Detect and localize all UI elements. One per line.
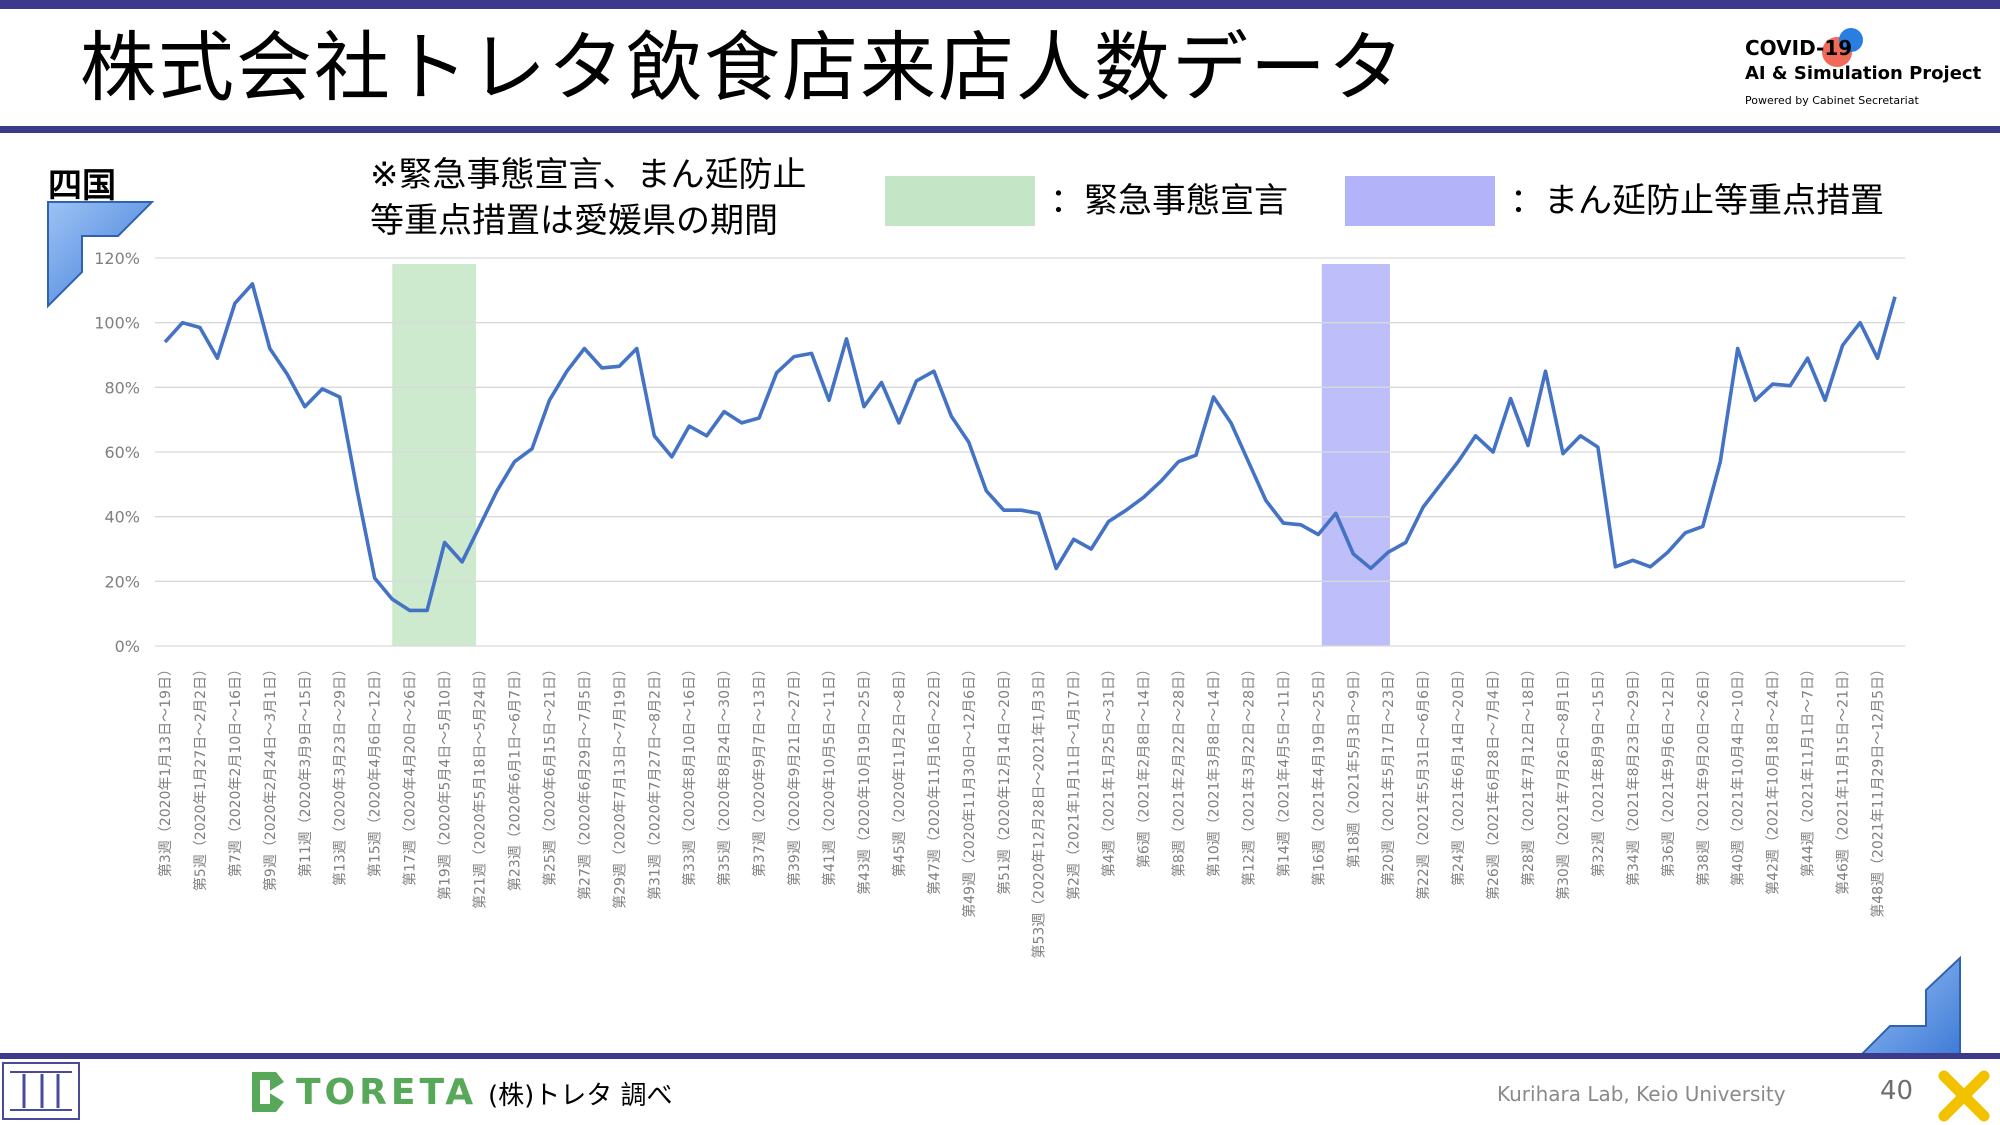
cross-logo-icon: [1938, 1070, 1990, 1122]
x-tick-label: 第53週（2020年12月28日～2021年1月3日）: [1031, 662, 1048, 959]
x-tick-label: 第48週（2021年11月29日～12月5日）: [1870, 662, 1887, 918]
x-tick-label: 第17週（2020年4月20日～26日）: [402, 662, 419, 886]
region-label: 四国: [48, 166, 116, 206]
x-tick-label: 第33週（2020年8月10日～16日）: [681, 662, 698, 886]
x-tick-label: 第21週（2020年5月18日～5月24日）: [472, 662, 489, 909]
x-tick-label: 第45週（2020年11月2日～8日）: [891, 662, 908, 877]
x-tick-label: 第24週（2021年6月14日～20日）: [1450, 662, 1467, 886]
x-tick-label: 第29週（2020年7月13日～7月19日）: [611, 662, 628, 909]
visitor-line-chart: 0% 20% 40% 60% 80% 100% 120% 第3週（2020年1月13日～19…: [94, 249, 1905, 959]
logo-line2: AI & Simulation Project: [1745, 63, 1982, 84]
x-tick-label: 第4週（2021年1月25日～31日）: [1101, 662, 1118, 877]
x-tick-label: 第32週（2021年8月9日～15日）: [1590, 662, 1607, 877]
x-tick-label: 第47週（2020年11月16日～22日）: [926, 662, 943, 895]
x-tick-label: 第41週（2020年10月5日～11日）: [821, 662, 838, 886]
x-tick-label: 第13週（2020年3月23日～29日）: [332, 662, 349, 886]
y-tick-label: 40%: [104, 508, 140, 527]
top-border: [0, 0, 2000, 9]
lab-credit: Kurihara Lab, Keio University: [1497, 1082, 1786, 1106]
x-tick-label: 第25週（2020年6月15日～21日）: [541, 662, 558, 886]
shaded-period-1: [1321, 264, 1390, 646]
x-tick-label: 第22週（2021年5月31日～6月6日）: [1415, 662, 1432, 900]
x-tick-label: 第10週（2021年3月8日～14日）: [1205, 662, 1222, 877]
logo-line1: COVID-19: [1745, 36, 1853, 60]
x-tick-label: 第40週（2021年10月4日～10日）: [1730, 662, 1747, 886]
x-tick-label: 第46週（2021年11月15日～21日）: [1835, 662, 1852, 895]
x-tick-label: 第15週（2020年4月6日～12日）: [367, 662, 384, 877]
y-tick-label: 20%: [104, 572, 140, 591]
x-tick-label: 第28週（2021年7月12日～18日）: [1520, 662, 1537, 886]
y-tick-label: 100%: [94, 314, 140, 333]
x-tick-label: 第31週（2020年7月27日～8月2日）: [646, 662, 663, 900]
y-tick-label: 80%: [104, 378, 140, 397]
x-tick-label: 第8週（2021年2月22日～28日）: [1171, 662, 1188, 877]
x-tick-label: 第43週（2020年10月19日～25日）: [856, 662, 873, 895]
x-tick-label: 第36週（2021年9月6日～12日）: [1660, 662, 1677, 877]
x-tick-label: 第34週（2021年8月23日～29日）: [1625, 662, 1642, 886]
toreta-logo-icon: [252, 1072, 284, 1112]
data-source: (株)トレタ 調べ: [488, 1081, 673, 1111]
x-tick-label: 第23週（2020年6月1日～6月7日）: [506, 662, 523, 891]
period-note: ※緊急事態宣言、まん延防止 等重点措置は愛媛県の期間: [370, 155, 807, 241]
x-tick-label: 第6週（2021年2月8日～14日）: [1136, 662, 1153, 868]
footer-divider: [0, 1053, 2000, 1059]
logo-line3: Powered by Cabinet Secretariat: [1745, 94, 1919, 107]
ai-lab-logo-icon: [2, 1062, 80, 1120]
x-tick-label: 第39週（2020年9月21日～27日）: [786, 662, 803, 886]
x-tick-label: 第9週（2020年2月24日～3月1日）: [262, 662, 279, 891]
page-title: 株式会社トレタ飲食店来店人数データ: [80, 23, 1406, 112]
x-tick-label: 第44週（2021年11月1日～7日）: [1800, 662, 1817, 877]
logo-dots-icon: [1822, 28, 1863, 67]
corner-bracket-icon-bottom: [1856, 956, 1961, 1059]
x-tick-label: 第30週（2021年7月26日～8月1日）: [1555, 662, 1572, 900]
x-tick-label: 第16週（2021年4月19日～25日）: [1310, 662, 1327, 886]
x-tick-label: 第11週（2020年3月9日～15日）: [297, 662, 314, 877]
x-tick-label: 第42週（2021年10月18日～24日）: [1765, 662, 1782, 895]
x-tick-label: 第37週（2020年9月7日～13日）: [751, 662, 768, 877]
corner-bracket-icon: [47, 201, 155, 309]
y-tick-label: 120%: [94, 249, 140, 268]
x-tick-label: 第18週（2021年5月3日～9日）: [1345, 662, 1362, 868]
legend-swatch-emergency: [885, 176, 1035, 226]
header-divider: [0, 126, 2000, 133]
x-tick-label: 第14週（2021年4月5日～11日）: [1275, 662, 1292, 877]
y-tick-label: 60%: [104, 443, 140, 462]
x-tick-label: 第38週（2021年9月20日～26日）: [1695, 662, 1712, 886]
x-tick-label: 第49週（2020年11月30日～12月6日）: [961, 662, 978, 918]
x-tick-label: 第35週（2020年8月24日～30日）: [716, 662, 733, 886]
x-tick-label: 第19週（2020年5月4日～5月10日）: [437, 662, 454, 900]
legend-label-emergency: ：緊急事態宣言: [1050, 181, 1288, 221]
x-tick-label: 第20週（2021年5月17日～23日）: [1380, 662, 1397, 886]
series-line: [163, 282, 1897, 613]
legend-label-priority-measures: ：まん延防止等重点措置: [1510, 181, 1884, 221]
x-tick-label: 第12週（2021年3月22日～28日）: [1240, 662, 1257, 886]
x-tick-label: 第3週（2020年1月13日～19日）: [157, 662, 174, 877]
y-tick-label: 0%: [115, 637, 140, 656]
covid-project-logo: COVID-19 AI & Simulation Project Powered…: [1745, 26, 1985, 116]
x-tick-label: 第7週（2020年2月10日～16日）: [227, 662, 244, 877]
toreta-wordmark: TORETA: [296, 1072, 478, 1113]
x-tick-label: 第51週（2020年12月14日～20日）: [996, 662, 1013, 895]
page-number: 40: [1880, 1076, 1914, 1106]
x-tick-label: 第26週（2021年6月28日～7月4日）: [1485, 662, 1502, 900]
x-tick-label: 第5週（2020年1月27日～2月2日）: [192, 662, 209, 891]
x-tick-label: 第2週（2021年1月11日～1月17日）: [1066, 662, 1083, 900]
x-tick-label: 第27週（2020年6月29日～7月5日）: [576, 662, 593, 900]
legend-swatch-priority-measures: [1345, 176, 1495, 226]
